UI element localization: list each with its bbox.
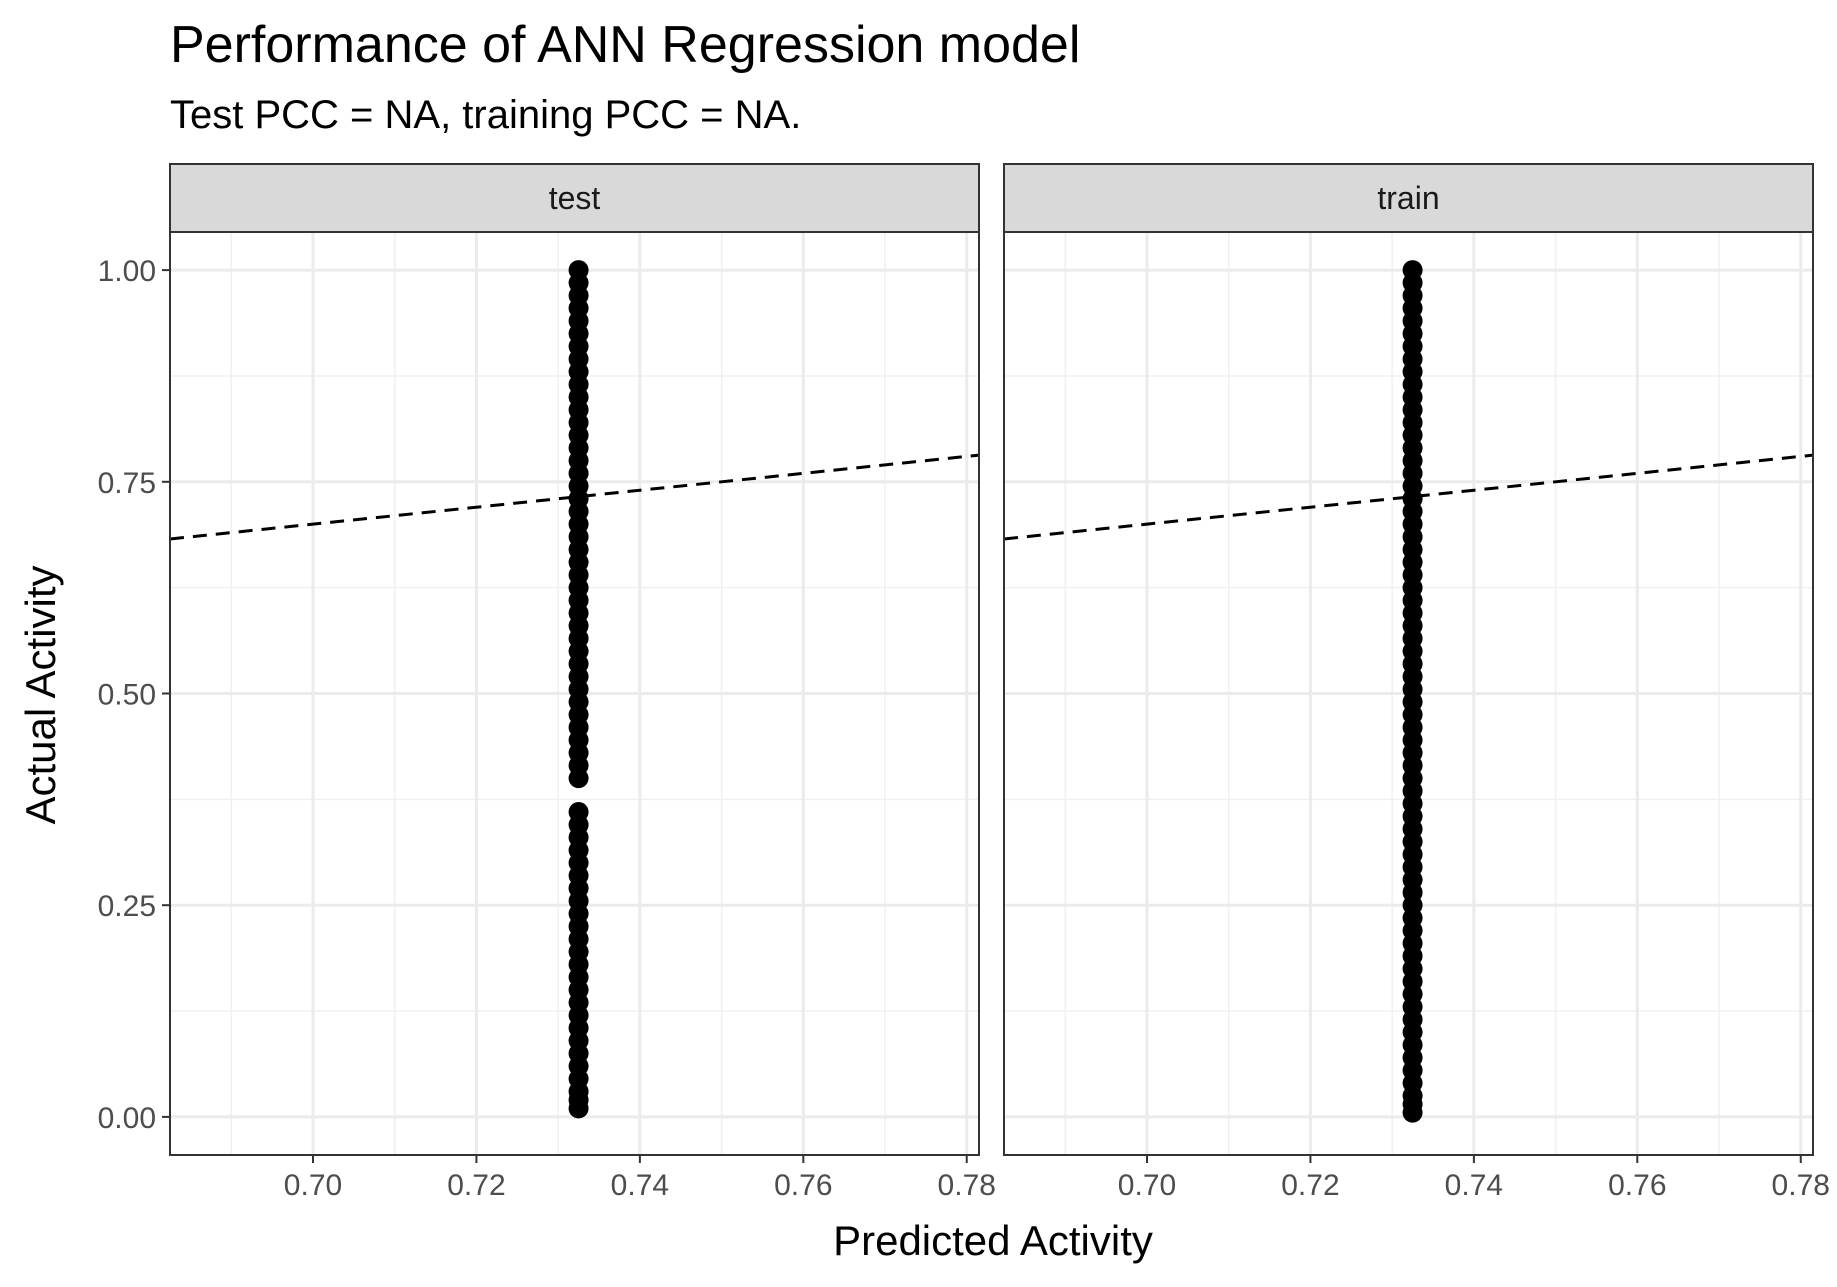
y-axis-title: Actual Activity bbox=[17, 565, 64, 824]
x-tick-label: 0.76 bbox=[1608, 1169, 1666, 1202]
x-tick-label: 0.70 bbox=[284, 1169, 342, 1202]
panel-test: test 0.70 0.72 0.74 0.76 0.78 0.00 0.25 0.50 0.75… bbox=[98, 163, 996, 1202]
y-tick-label: 1.00 bbox=[98, 255, 156, 288]
facet-strip bbox=[1003, 163, 1814, 233]
facet-strip-label: train bbox=[1377, 180, 1439, 216]
x-tick-label: 0.70 bbox=[1118, 1169, 1176, 1202]
chart-title: Performance of ANN Regression model bbox=[170, 16, 1080, 74]
x-tick-label: 0.78 bbox=[1772, 1169, 1830, 1202]
x-axis-title: Predicted Activity bbox=[833, 1217, 1153, 1264]
facet-strip bbox=[169, 163, 980, 233]
panel-train: train 0.70 0.72 0.74 0.76 0.78 bbox=[1003, 163, 1830, 1202]
x-tick-label: 0.78 bbox=[938, 1169, 996, 1202]
x-tick-label: 0.74 bbox=[1445, 1169, 1503, 1202]
identity-reference-line bbox=[1003, 453, 1814, 541]
y-tick-label: 0.00 bbox=[98, 1102, 156, 1135]
y-tick-label: 0.75 bbox=[98, 467, 156, 500]
data-point bbox=[1402, 260, 1423, 281]
y-tick-label: 0.25 bbox=[98, 890, 156, 923]
x-tick-label: 0.76 bbox=[774, 1169, 832, 1202]
data-point bbox=[568, 802, 589, 823]
chart-subtitle: Test PCC = NA, training PCC = NA. bbox=[170, 93, 801, 137]
x-tick-label: 0.72 bbox=[447, 1169, 505, 1202]
x-tick-label: 0.74 bbox=[611, 1169, 669, 1202]
identity-reference-line bbox=[169, 453, 980, 541]
x-tick-label: 0.72 bbox=[1281, 1169, 1339, 1202]
data-point bbox=[568, 260, 589, 281]
y-tick-label: 0.50 bbox=[98, 679, 156, 712]
facet-panels: test 0.70 0.72 0.74 0.76 0.78 0.00 0.25 0.50 0.75… bbox=[98, 163, 1830, 1202]
facet-strip-label: test bbox=[549, 180, 601, 216]
